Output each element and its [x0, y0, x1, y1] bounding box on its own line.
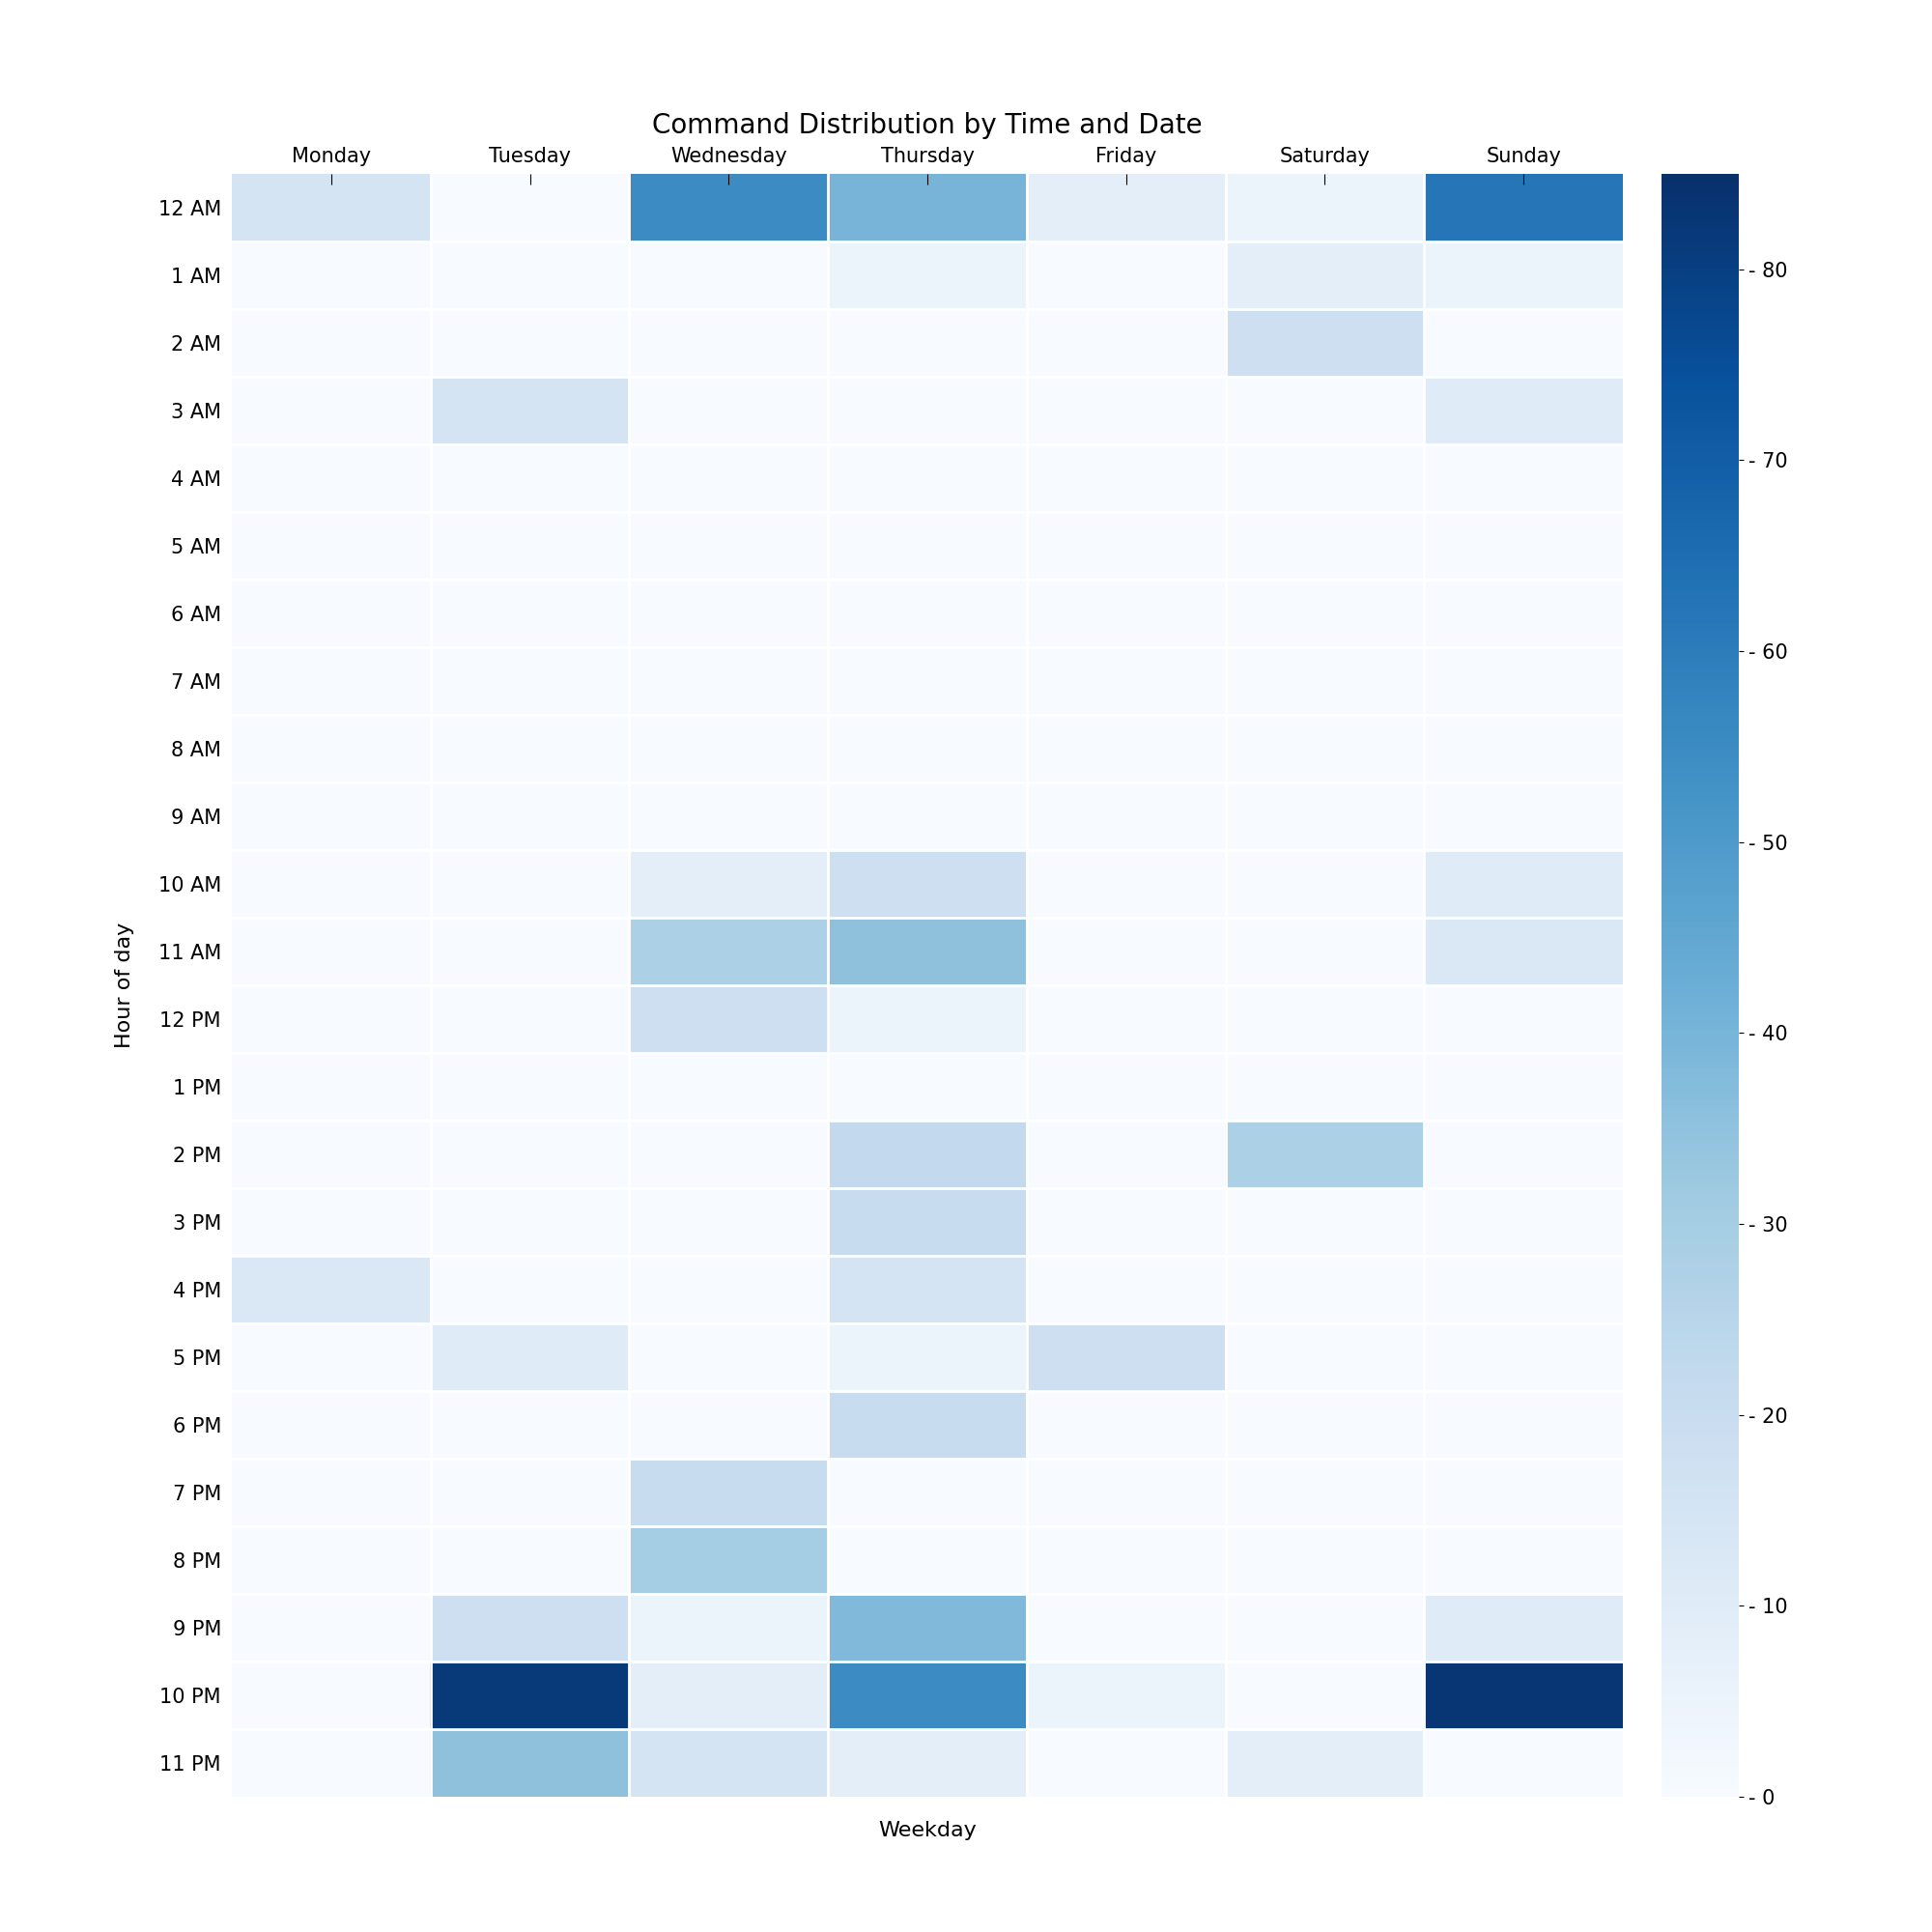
X-axis label: Weekday: Weekday	[879, 1820, 976, 1839]
Y-axis label: Hour of day: Hour of day	[114, 922, 133, 1049]
Title: Command Distribution by Time and Date: Command Distribution by Time and Date	[653, 112, 1202, 139]
